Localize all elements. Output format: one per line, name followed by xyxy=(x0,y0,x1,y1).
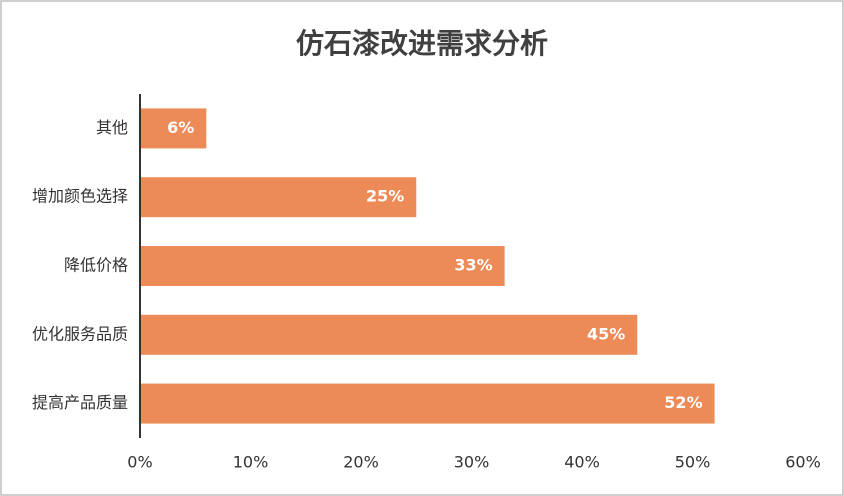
bar xyxy=(140,314,638,355)
bar xyxy=(140,246,505,286)
value-label: 33% xyxy=(454,256,492,275)
x-tick-label: 0% xyxy=(127,453,152,472)
x-tick-label: 10% xyxy=(233,453,269,472)
value-label: 52% xyxy=(664,393,702,412)
x-tick-label: 40% xyxy=(564,453,600,472)
bar xyxy=(140,108,207,149)
bar xyxy=(140,383,715,424)
value-label: 25% xyxy=(366,187,404,206)
y-tick-label: 增加颜色选择 xyxy=(32,187,128,206)
x-tick-label: 30% xyxy=(454,453,490,472)
y-tick-label: 降低价格 xyxy=(64,256,128,275)
x-tick-label: 60% xyxy=(785,453,821,472)
y-tick-label: 其他 xyxy=(96,118,128,137)
value-label: 45% xyxy=(587,324,625,343)
x-tick-label: 20% xyxy=(343,453,379,472)
chart-title: 仿石漆改进需求分析 xyxy=(296,27,548,60)
y-tick-label: 优化服务品质 xyxy=(32,324,128,343)
y-tick-label: 提高产品质量 xyxy=(32,393,128,412)
value-label: 6% xyxy=(167,118,194,137)
bar xyxy=(140,177,417,218)
x-tick-label: 50% xyxy=(675,453,711,472)
